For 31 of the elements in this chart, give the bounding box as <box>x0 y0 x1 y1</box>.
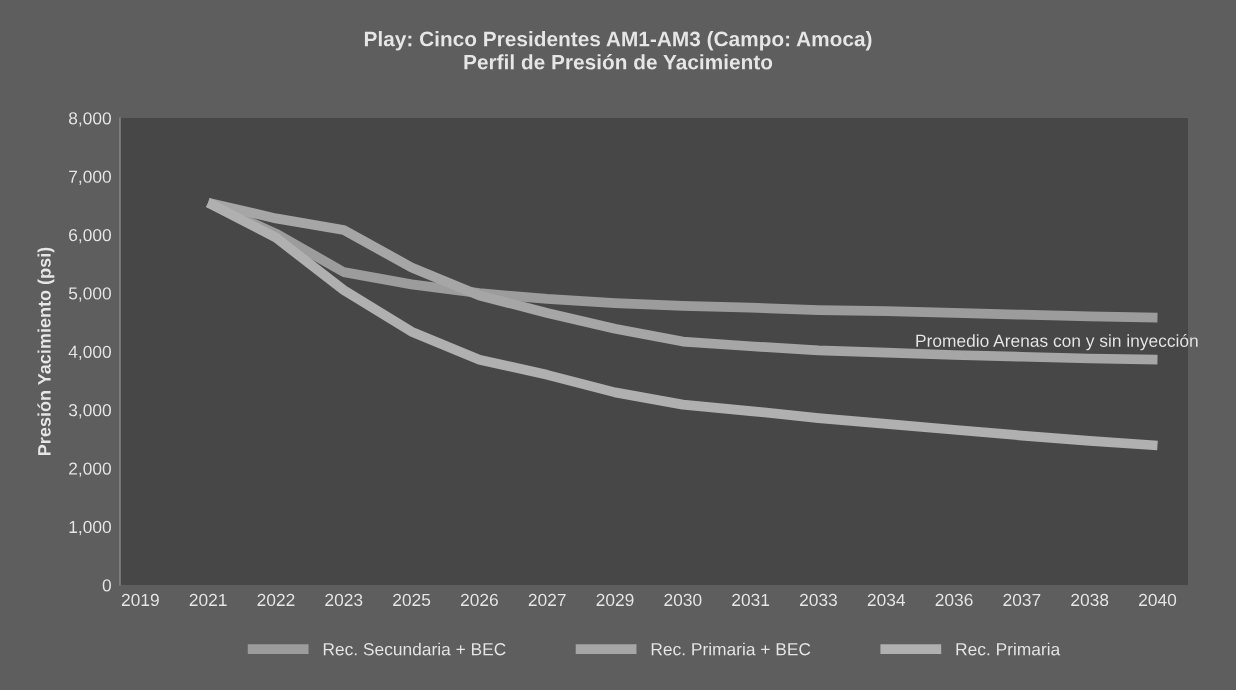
y-tick-label: 0 <box>102 579 111 592</box>
x-tick-label: 2038 <box>1071 593 1109 607</box>
y-tick-label: 5,000 <box>68 287 111 302</box>
y-axis-title: Presión Yacimiento (psi) <box>37 247 55 455</box>
x-tick-label: 2022 <box>257 593 295 607</box>
y-tick-label: 6,000 <box>69 228 111 244</box>
x-tick-label: 2036 <box>935 593 973 607</box>
y-tick-label: 7,000 <box>69 170 111 185</box>
x-tick-label: 2040 <box>1139 593 1177 607</box>
x-tick-label: 2031 <box>732 593 770 607</box>
legend-label: Rec. Primaria <box>956 642 1061 656</box>
x-tick-label: 2027 <box>528 593 566 607</box>
y-tick-label: 3,000 <box>68 404 111 419</box>
y-tick-label: 2,000 <box>69 462 111 477</box>
legend-label: Rec. Secundaria + BEC <box>323 642 506 656</box>
x-tick-label: 2033 <box>800 593 837 607</box>
x-tick-label: 2021 <box>189 593 227 607</box>
x-tick-label: 2030 <box>664 593 702 607</box>
y-tick-label: 4,000 <box>68 345 111 361</box>
x-tick-label: 2019 <box>121 593 159 607</box>
y-tick-label: 1,000 <box>69 520 111 536</box>
x-tick-label: 2023 <box>325 593 363 607</box>
chart-title: Play: Cinco Presidentes AM1-AM3 (Campo: Amoca) Perfil de Presión de Yacimiento <box>364 31 872 70</box>
legend-label: Rec. Primaria + BEC <box>651 642 811 656</box>
annotation: Promedio Arenas con y sin inyección <box>916 333 1198 351</box>
y-tick-label: 8,000 <box>68 112 111 127</box>
x-tick-label: 2026 <box>460 593 498 607</box>
x-tick-label: 2029 <box>596 593 634 607</box>
x-tick-label: 2034 <box>867 593 906 607</box>
x-tick-label: 2025 <box>393 593 431 607</box>
x-tick-label: 2037 <box>1003 593 1041 607</box>
